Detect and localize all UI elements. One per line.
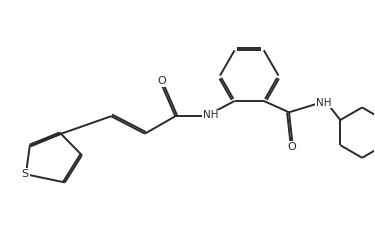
- Text: S: S: [21, 169, 28, 179]
- Text: O: O: [157, 76, 166, 86]
- Text: NH: NH: [203, 110, 218, 121]
- Text: NH: NH: [316, 97, 332, 108]
- Text: O: O: [287, 142, 296, 152]
